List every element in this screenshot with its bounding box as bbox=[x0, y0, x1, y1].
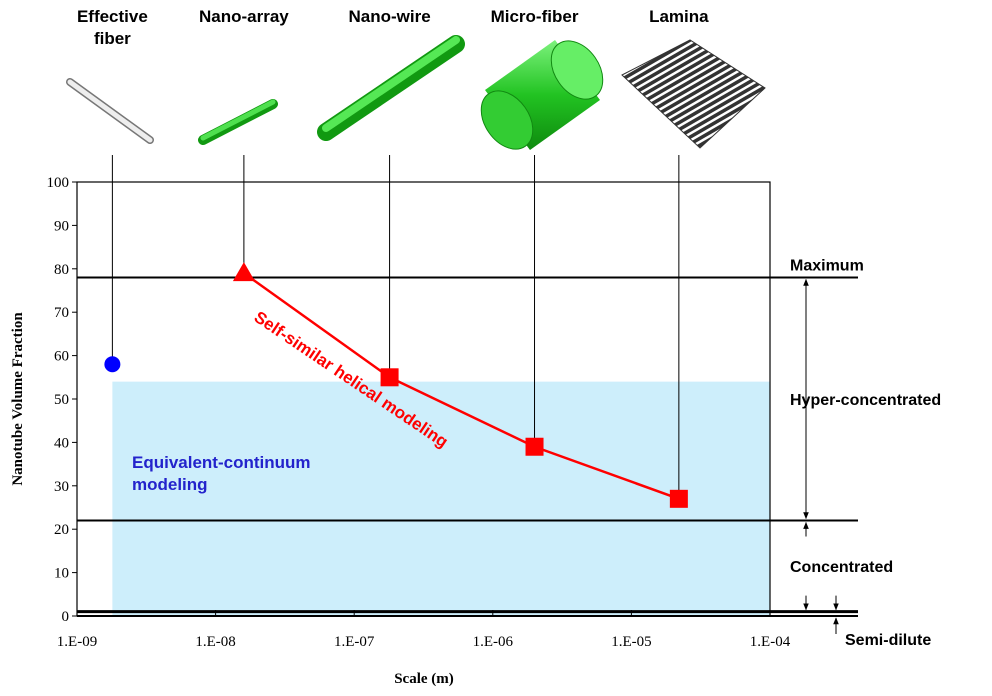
x-tick-label: 1.E-06 bbox=[473, 634, 514, 650]
y-tick-label: 70 bbox=[54, 305, 69, 321]
icon-nano-wire bbox=[326, 40, 456, 132]
scale-label: Lamina bbox=[629, 6, 729, 28]
y-tick-label: 20 bbox=[54, 522, 69, 538]
chart: Scale (m) Nanotube Volume Fraction 0 10 20… bbox=[0, 0, 992, 696]
figure: Scale (m) Nanotube Volume Fraction 0 10 20… bbox=[0, 0, 992, 696]
x-tick-label: 1.E-09 bbox=[57, 634, 97, 650]
y-tick-label: 0 bbox=[62, 609, 70, 625]
y-tick-label: 30 bbox=[54, 479, 69, 495]
region-label: Concentrated bbox=[790, 559, 893, 576]
annotation: Equivalent-continuum modeling bbox=[132, 452, 372, 496]
region-label: Hyper-concentrated bbox=[790, 392, 941, 409]
y-tick-label: 40 bbox=[54, 435, 69, 451]
y-tick-label: 50 bbox=[54, 392, 69, 408]
point bbox=[526, 438, 544, 456]
y-tick-label: 60 bbox=[54, 349, 69, 365]
point bbox=[381, 368, 399, 386]
y-axis-label: Nanotube Volume Fraction bbox=[10, 312, 26, 486]
x-tick-label: 1.E-08 bbox=[195, 634, 235, 650]
y-tick-label: 100 bbox=[47, 175, 70, 191]
scale-label: Micro-fiber bbox=[485, 6, 585, 28]
scale-label: Effective fiber bbox=[62, 6, 162, 50]
y-tick-label: 10 bbox=[54, 566, 69, 582]
icon-effective-fiber bbox=[70, 82, 150, 140]
scale-label: Nano-array bbox=[194, 6, 294, 28]
icon-micro-fiber bbox=[471, 31, 614, 159]
region-label: Semi-dilute bbox=[845, 632, 931, 649]
y-tick-label: 90 bbox=[54, 218, 69, 234]
icon-nano-array bbox=[203, 102, 273, 140]
x-tick-label: 1.E-07 bbox=[334, 634, 375, 650]
scale-label: Nano-wire bbox=[340, 6, 440, 28]
y-tick-label: 80 bbox=[54, 262, 69, 278]
icon-lamina bbox=[622, 40, 765, 148]
region-label: Maximum bbox=[790, 257, 864, 274]
x-tick-label: 1.E-04 bbox=[750, 634, 791, 650]
x-tick-label: 1.E-05 bbox=[611, 634, 651, 650]
point bbox=[670, 490, 688, 508]
point bbox=[104, 356, 120, 372]
x-axis-label: Scale (m) bbox=[394, 671, 454, 687]
point bbox=[233, 262, 255, 281]
